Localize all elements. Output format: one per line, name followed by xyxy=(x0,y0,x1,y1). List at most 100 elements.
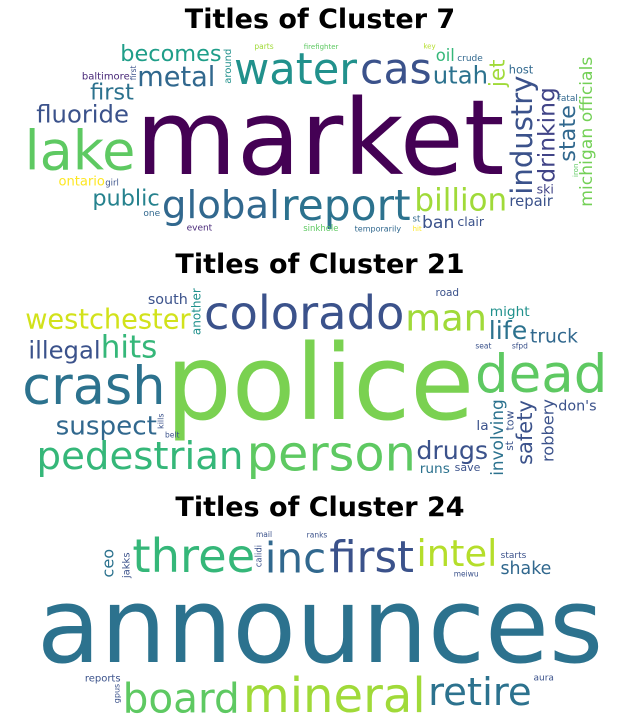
word-cloud-term: oil xyxy=(436,46,455,65)
word-cloud-term: lake xyxy=(25,119,136,182)
word-cloud-term: crash xyxy=(22,356,165,417)
word-cloud-term: firefighter xyxy=(304,43,339,51)
word-cloud-term: colorado xyxy=(204,287,405,340)
word-cloud-term: st xyxy=(413,215,421,225)
word-cloud-term: jakks xyxy=(122,552,133,579)
word-cloud-term: meiwu xyxy=(454,569,479,578)
word-cloud-term: might xyxy=(490,304,530,320)
word-cloud-term: tow xyxy=(504,410,517,430)
word-cloud-term: don's xyxy=(558,399,596,415)
word-cloud-term: ontario xyxy=(58,175,105,190)
word-cloud-term: iron xyxy=(572,164,580,177)
word-cloud-term: announces xyxy=(37,565,603,687)
word-cloud-term: seat xyxy=(475,341,491,350)
word-cloud-term: public xyxy=(92,186,159,212)
word-cloud-term: westchester xyxy=(25,305,191,336)
word-cloud-term: truck xyxy=(530,326,578,347)
word-cloud-term: industry xyxy=(505,76,539,195)
word-cloud-term: dead xyxy=(475,344,607,405)
word-cloud-term: one xyxy=(143,209,160,219)
word-cloud-term: retire xyxy=(428,670,532,715)
word-cloud: market report water lake cas global billion ind… xyxy=(12,42,628,234)
word-cloud-term: person xyxy=(247,425,416,479)
word-cloud-term: save xyxy=(455,461,481,474)
word-cloud-term: starts xyxy=(501,551,527,561)
word-cloud-term: safety xyxy=(513,400,537,465)
word-cloud-term: baltimore xyxy=(82,71,130,82)
word-cloud-term: mail xyxy=(256,530,272,539)
word-cloud-term: report xyxy=(281,181,410,230)
word-cloud-term: michigan officials xyxy=(577,57,597,207)
word-cloud-term: billion xyxy=(414,183,507,219)
word-cloud-term: involving xyxy=(487,399,507,476)
word-cloud-term: utah xyxy=(433,61,488,90)
word-cloud-term: water xyxy=(234,45,357,95)
chart-title: Titles of Cluster 24 xyxy=(175,492,465,523)
word-cloud-term: hit xyxy=(413,225,422,233)
word-cloud-term: police xyxy=(166,322,475,444)
word-cloud-term: repair xyxy=(509,193,553,210)
word-cloud-svg: police dead person crash colorado pedestrian m… xyxy=(22,287,607,479)
word-cloud-term: host xyxy=(509,64,534,77)
word-cloud-term: gpus xyxy=(113,684,122,703)
word-cloud-term: reports xyxy=(85,674,121,685)
word-cloud-term: robbery xyxy=(538,399,557,462)
word-cloud-term: another xyxy=(189,288,203,335)
chart-title: Titles of Cluster 21 xyxy=(175,249,465,280)
word-cloud-term: girl xyxy=(105,179,119,189)
word-cloud-term: hits xyxy=(101,330,158,366)
word-cloud-term: state xyxy=(555,105,581,162)
word-cloud-term: market xyxy=(135,77,504,199)
word-cloud-term: drinking xyxy=(533,87,561,183)
cluster-panel-2: Titles of Cluster 24 announces mineral inc… xyxy=(0,488,640,725)
word-cloud-term: event xyxy=(187,224,213,234)
cluster-panel-0: Titles of Cluster 7 market report water lak… xyxy=(0,0,640,240)
chart-title: Titles of Cluster 7 xyxy=(184,4,456,35)
word-cloud-term: south xyxy=(148,292,188,308)
word-cloud-term: clair xyxy=(457,214,484,229)
word-cloud-term: sfpd xyxy=(512,342,528,351)
word-cloud-term: jet xyxy=(486,59,511,87)
word-cloud-term: metal xyxy=(137,62,215,93)
word-cloud-term: temporarily xyxy=(355,225,402,234)
word-cloud: police dead person crash colorado pedestrian m… xyxy=(12,287,628,479)
word-cloud-term: fatal xyxy=(558,94,578,104)
word-cloud-term: crude xyxy=(457,54,483,64)
word-cloud-term: ceo xyxy=(98,549,117,578)
word-cloud-term: inc xyxy=(265,534,326,583)
word-cloud-term: parts xyxy=(254,42,273,51)
word-cloud-term: ban xyxy=(422,213,454,233)
word-cloud-term: kills xyxy=(156,413,165,428)
word-cloud-term: illegal xyxy=(28,335,100,364)
word-cloud-term: first xyxy=(90,79,134,105)
word-cloud-term: drugs xyxy=(416,436,488,465)
word-cloud-term: shake xyxy=(500,559,551,579)
word-cloud-term: man xyxy=(405,297,487,340)
word-cloud-term: intel xyxy=(416,532,497,575)
word-cloud-term: global xyxy=(162,183,280,228)
word-cloud-term: mineral xyxy=(243,668,426,722)
word-cloud-term: road xyxy=(435,287,459,299)
word-cloud-term: cas xyxy=(360,45,432,95)
word-cloud: announces mineral inc first three board retire… xyxy=(12,530,628,722)
word-cloud-term: la xyxy=(476,418,488,434)
word-cloud-term: board xyxy=(123,674,240,722)
word-cloud-term: runs xyxy=(420,461,450,477)
word-cloud-term: sinkhole xyxy=(303,224,338,234)
word-cloud-term: life xyxy=(489,316,528,345)
cluster-panel-1: Titles of Cluster 21 police dead person cra… xyxy=(0,245,640,485)
word-cloud-term: st xyxy=(504,441,516,451)
word-cloud-term: fluoride xyxy=(36,100,129,129)
word-cloud-term: ranks xyxy=(307,531,328,540)
word-cloud-term: becomes xyxy=(120,42,221,67)
word-cloud-term: first xyxy=(129,66,138,81)
word-cloud-term: three xyxy=(132,530,255,583)
word-cloud-term: belt xyxy=(165,430,179,439)
word-cloud-term: around xyxy=(223,49,234,84)
word-cloud-term: key xyxy=(423,42,435,50)
word-cloud-term: ski xyxy=(537,181,554,196)
word-cloud-term: suspect xyxy=(56,411,157,441)
word-cloud-term: calidi xyxy=(254,545,264,567)
